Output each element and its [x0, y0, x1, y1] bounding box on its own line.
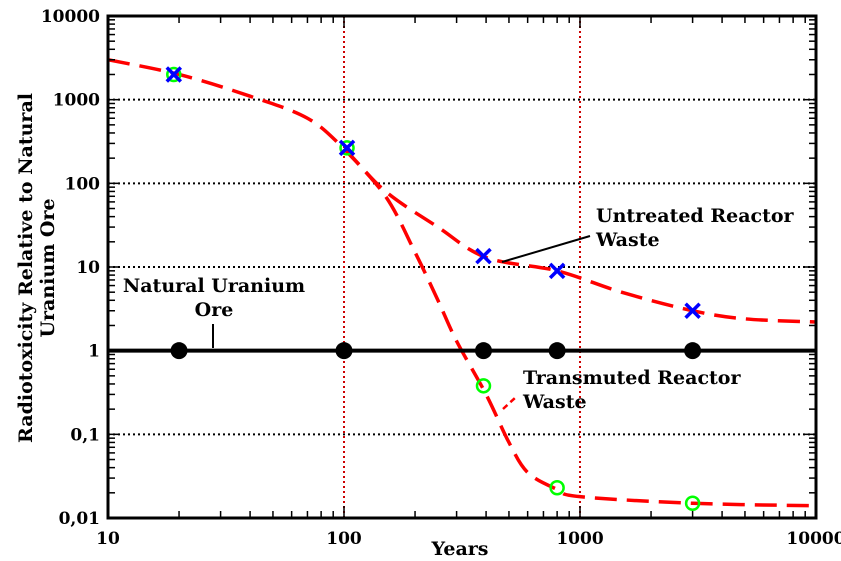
y-axis-title-line-1: Radiotoxicity Relative to Natural: [15, 93, 37, 443]
ore-point: [548, 342, 566, 360]
y-axis-title: Radiotoxicity Relative to Natural Uraniu…: [15, 93, 59, 443]
ore-point: [474, 342, 492, 360]
transmuted-point: [684, 495, 701, 512]
untreated-point: [165, 66, 183, 83]
y-tick-label: 1: [88, 342, 100, 362]
ore-point: [170, 342, 188, 360]
axis-tick-labels: 10 100 1000 10000 0,01 0,1 1 10 100 1000 10000: [41, 7, 841, 549]
x-tick-label: 1000: [556, 529, 603, 549]
untreated-pointer-line: [501, 235, 591, 263]
y-tick-label: 10000: [41, 7, 100, 27]
untreated-point: [548, 262, 566, 280]
transmuted-pointer-line: [502, 396, 517, 410]
data-markers: [165, 66, 702, 512]
x-tick-label: 100: [326, 529, 362, 549]
ore-label-line-2: Ore: [195, 299, 234, 321]
ore-point: [684, 342, 702, 360]
untreated-label-line-2: Waste: [595, 229, 660, 251]
y-tick-label: 0,1: [70, 425, 100, 445]
transmuted-curve: [342, 147, 816, 508]
untreated-point: [338, 139, 356, 157]
ore-point: [335, 342, 353, 360]
untreated-point: [475, 247, 492, 265]
plot-frame: [106, 14, 818, 520]
transmuted-point: [549, 479, 565, 496]
transmuted-point: [475, 378, 492, 394]
transmuted-label-line-1: Transmuted Reactor: [523, 367, 741, 389]
x-tick-label: 10: [96, 529, 120, 549]
y-tick-label: 1000: [53, 91, 100, 111]
x-tick-label: 10000: [786, 529, 841, 549]
transmuted-point: [339, 140, 355, 156]
x-axis-title: Years: [430, 538, 488, 560]
grid-lines: [108, 16, 816, 518]
transmuted-label-line-2: Waste: [522, 391, 587, 413]
ore-label-line-1: Natural Uranium: [123, 275, 305, 297]
untreated-point: [684, 302, 701, 319]
y-axis-title-line-2: Uranium Ore: [37, 198, 59, 337]
untreated-label-line-1: Untreated Reactor: [596, 205, 795, 227]
transmuted-point: [166, 66, 182, 83]
y-tick-label: 0,01: [59, 509, 100, 529]
y-tick-label: 100: [65, 174, 101, 194]
y-tick-label: 10: [76, 258, 100, 278]
